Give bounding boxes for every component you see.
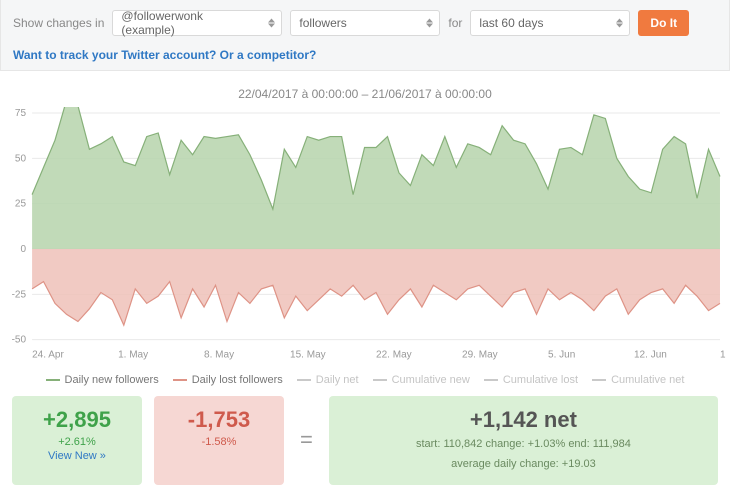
legend-label: Daily lost followers: [192, 374, 283, 386]
legend-item[interactable]: Daily net: [297, 374, 359, 386]
svg-text:1. May: 1. May: [118, 350, 148, 361]
svg-text:24. Apr: 24. Apr: [32, 350, 64, 361]
summary-row: +2,895 +2.61% View New » -1,753 -1.58% =…: [0, 396, 730, 499]
track-account-link[interactable]: Want to track your Twitter account? Or a…: [13, 48, 717, 62]
svg-text:-50: -50: [12, 335, 27, 346]
svg-text:15. May: 15. May: [290, 350, 326, 361]
metric-select[interactable]: followers: [290, 10, 440, 36]
account-select[interactable]: @followerwonk (example): [112, 10, 282, 36]
net-details-line1: start: 110,842 change: +1.03% end: 111,9…: [345, 436, 702, 453]
for-label: for: [448, 16, 462, 30]
legend-dash-icon: [373, 379, 387, 381]
net-details-line2: average daily change: +19.03: [345, 456, 702, 473]
net-followers-card: +1,142 net start: 110,842 change: +1.03%…: [329, 396, 718, 485]
svg-text:19. Jun: 19. Jun: [720, 350, 726, 361]
chart-title: 22/04/2017 à 00:00:00 – 21/06/2017 à 00:…: [4, 87, 726, 101]
toolbar-row: Show changes in @followerwonk (example) …: [13, 10, 717, 36]
lost-followers-card: -1,753 -1.58%: [154, 396, 284, 485]
svg-text:5. Jun: 5. Jun: [548, 350, 575, 361]
legend-dash-icon: [297, 379, 311, 381]
legend-label: Daily new followers: [65, 374, 159, 386]
toolbar: Show changes in @followerwonk (example) …: [0, 0, 730, 71]
svg-text:50: 50: [15, 153, 27, 164]
chevron-updown-icon: [616, 19, 623, 28]
new-followers-card: +2,895 +2.61% View New »: [12, 396, 142, 485]
legend-label: Cumulative new: [392, 374, 470, 386]
legend-label: Cumulative net: [611, 374, 684, 386]
view-new-link[interactable]: View New »: [28, 450, 126, 462]
legend-item[interactable]: Daily lost followers: [173, 374, 283, 386]
legend-dash-icon: [173, 379, 187, 381]
svg-text:8. May: 8. May: [204, 350, 234, 361]
legend-item[interactable]: Cumulative net: [592, 374, 684, 386]
legend-label: Daily net: [316, 374, 359, 386]
range-select[interactable]: last 60 days: [470, 10, 630, 36]
lost-followers-value: -1,753: [170, 408, 268, 432]
chart-area: 22/04/2017 à 00:00:00 – 21/06/2017 à 00:…: [0, 71, 730, 386]
svg-text:25: 25: [15, 199, 27, 210]
legend-dash-icon: [484, 379, 498, 381]
followers-chart: -50 -25 0 25 50 75 24. Apr 1. May 8. May 15. May 2…: [4, 107, 726, 368]
do-it-button[interactable]: Do It: [638, 10, 689, 36]
legend-dash-icon: [46, 379, 60, 381]
svg-text:-25: -25: [12, 289, 27, 300]
new-followers-value: +2,895: [28, 408, 126, 432]
range-select-value: last 60 days: [479, 16, 543, 30]
net-followers-value: +1,142 net: [345, 408, 702, 432]
show-changes-label: Show changes in: [13, 16, 104, 30]
legend-item[interactable]: Daily new followers: [46, 374, 159, 386]
chart-legend: Daily new followers Daily lost followers D…: [4, 374, 726, 386]
svg-text:29. May: 29. May: [462, 350, 498, 361]
legend-item[interactable]: Cumulative lost: [484, 374, 578, 386]
svg-text:22. May: 22. May: [376, 350, 412, 361]
equals-sign: =: [296, 427, 317, 453]
new-followers-pct: +2.61%: [28, 436, 126, 448]
legend-dash-icon: [592, 379, 606, 381]
chevron-updown-icon: [268, 19, 275, 28]
svg-text:0: 0: [20, 244, 26, 255]
account-select-value: @followerwonk (example): [121, 9, 259, 37]
svg-text:12. Jun: 12. Jun: [634, 350, 667, 361]
metric-select-value: followers: [299, 16, 346, 30]
svg-text:75: 75: [15, 108, 27, 119]
legend-label: Cumulative lost: [503, 374, 578, 386]
lost-followers-pct: -1.58%: [170, 436, 268, 448]
chevron-updown-icon: [426, 19, 433, 28]
legend-item[interactable]: Cumulative new: [373, 374, 470, 386]
